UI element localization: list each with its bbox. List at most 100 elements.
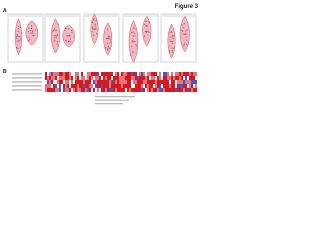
heat-cell	[193, 84, 195, 88]
heat-cell	[113, 80, 115, 84]
dot	[68, 34, 70, 36]
heat-cell	[49, 76, 51, 80]
heat-cell	[51, 84, 53, 88]
heat-cell	[165, 80, 167, 84]
heat-cell	[137, 84, 139, 88]
heat-cell	[135, 80, 137, 84]
dot	[183, 44, 185, 46]
heat-cell	[119, 76, 121, 80]
heat-cell	[179, 80, 181, 84]
dot	[31, 27, 33, 29]
heat-cell	[159, 80, 161, 84]
heat-cell	[79, 72, 81, 76]
dot	[144, 35, 146, 37]
heat-cell	[67, 72, 69, 76]
dot	[186, 36, 188, 38]
dot	[171, 49, 173, 51]
dot	[19, 38, 21, 40]
page: {"figure": {"title": "Figure 3", "panel_…	[0, 0, 320, 111]
dot	[56, 34, 58, 36]
dot	[68, 28, 70, 30]
background	[0, 0, 200, 111]
heat-cell	[61, 88, 63, 92]
heat-cell	[55, 80, 57, 84]
dot	[185, 44, 187, 46]
heat-cell	[151, 72, 153, 76]
heat-cell	[55, 88, 57, 92]
heat-cell	[159, 76, 161, 80]
heat-cell	[125, 88, 127, 92]
heat-cell	[53, 76, 55, 80]
heat-cell	[73, 80, 75, 84]
heat-cell	[185, 80, 187, 84]
heat-cell	[161, 76, 163, 80]
heat-cell	[141, 80, 143, 84]
heat-cell	[77, 84, 79, 88]
heat-cell	[157, 72, 159, 76]
heat-cell	[63, 72, 65, 76]
dot	[71, 29, 73, 31]
heat-cell	[143, 76, 145, 80]
heat-cell	[181, 80, 183, 84]
heat-cell	[175, 88, 177, 92]
dot	[183, 45, 185, 47]
heat-cell	[75, 84, 77, 88]
heat-cell	[111, 76, 113, 80]
heat-cell	[129, 80, 131, 84]
heat-cell	[147, 76, 149, 80]
dot	[54, 39, 56, 41]
heat-cell	[105, 88, 107, 92]
heat-cell	[97, 88, 99, 92]
heat-cell	[85, 84, 87, 88]
dot	[106, 28, 108, 30]
panel-header	[123, 14, 158, 17]
heat-cell	[157, 88, 159, 92]
heat-cell	[171, 84, 173, 88]
heat-cell	[181, 84, 183, 88]
heat-cell	[83, 88, 85, 92]
heat-cell	[135, 84, 137, 88]
heat-cell	[67, 76, 69, 80]
heat-cell	[87, 72, 89, 76]
heat-cell	[87, 80, 89, 84]
heat-cell	[135, 88, 137, 92]
row-label-placeholder	[12, 77, 42, 79]
dot	[173, 35, 175, 37]
heat-cell	[165, 88, 167, 92]
heat-cell	[107, 84, 109, 88]
heat-cell	[179, 88, 181, 92]
heat-cell	[159, 88, 161, 92]
heat-cell	[107, 88, 109, 92]
heat-cell	[111, 84, 113, 88]
heat-cell	[127, 84, 129, 88]
heat-cell	[95, 88, 97, 92]
dot	[15, 47, 17, 49]
heat-cell	[81, 84, 83, 88]
heat-cell	[195, 76, 197, 80]
heat-cell	[143, 72, 145, 76]
heat-cell	[91, 72, 93, 76]
heat-cell	[123, 88, 125, 92]
heat-cell	[65, 84, 67, 88]
heat-cell	[53, 88, 55, 92]
heat-cell	[163, 84, 165, 88]
heat-cell	[167, 72, 169, 76]
dot	[57, 45, 59, 47]
dot	[173, 37, 175, 39]
heat-cell	[45, 76, 47, 80]
heat-cell	[55, 84, 57, 88]
heat-cell	[57, 88, 59, 92]
heat-cell	[187, 84, 189, 88]
heat-cell	[169, 88, 171, 92]
heat-cell	[189, 76, 191, 80]
heat-cell	[99, 84, 101, 88]
heat-cell	[81, 76, 83, 80]
heat-cell	[105, 72, 107, 76]
dot	[186, 39, 188, 41]
dot	[148, 22, 150, 24]
heat-cell	[91, 88, 93, 92]
heat-cell	[83, 72, 85, 76]
heat-cell	[139, 76, 141, 80]
heat-cell	[193, 80, 195, 84]
panel-header	[8, 14, 43, 17]
